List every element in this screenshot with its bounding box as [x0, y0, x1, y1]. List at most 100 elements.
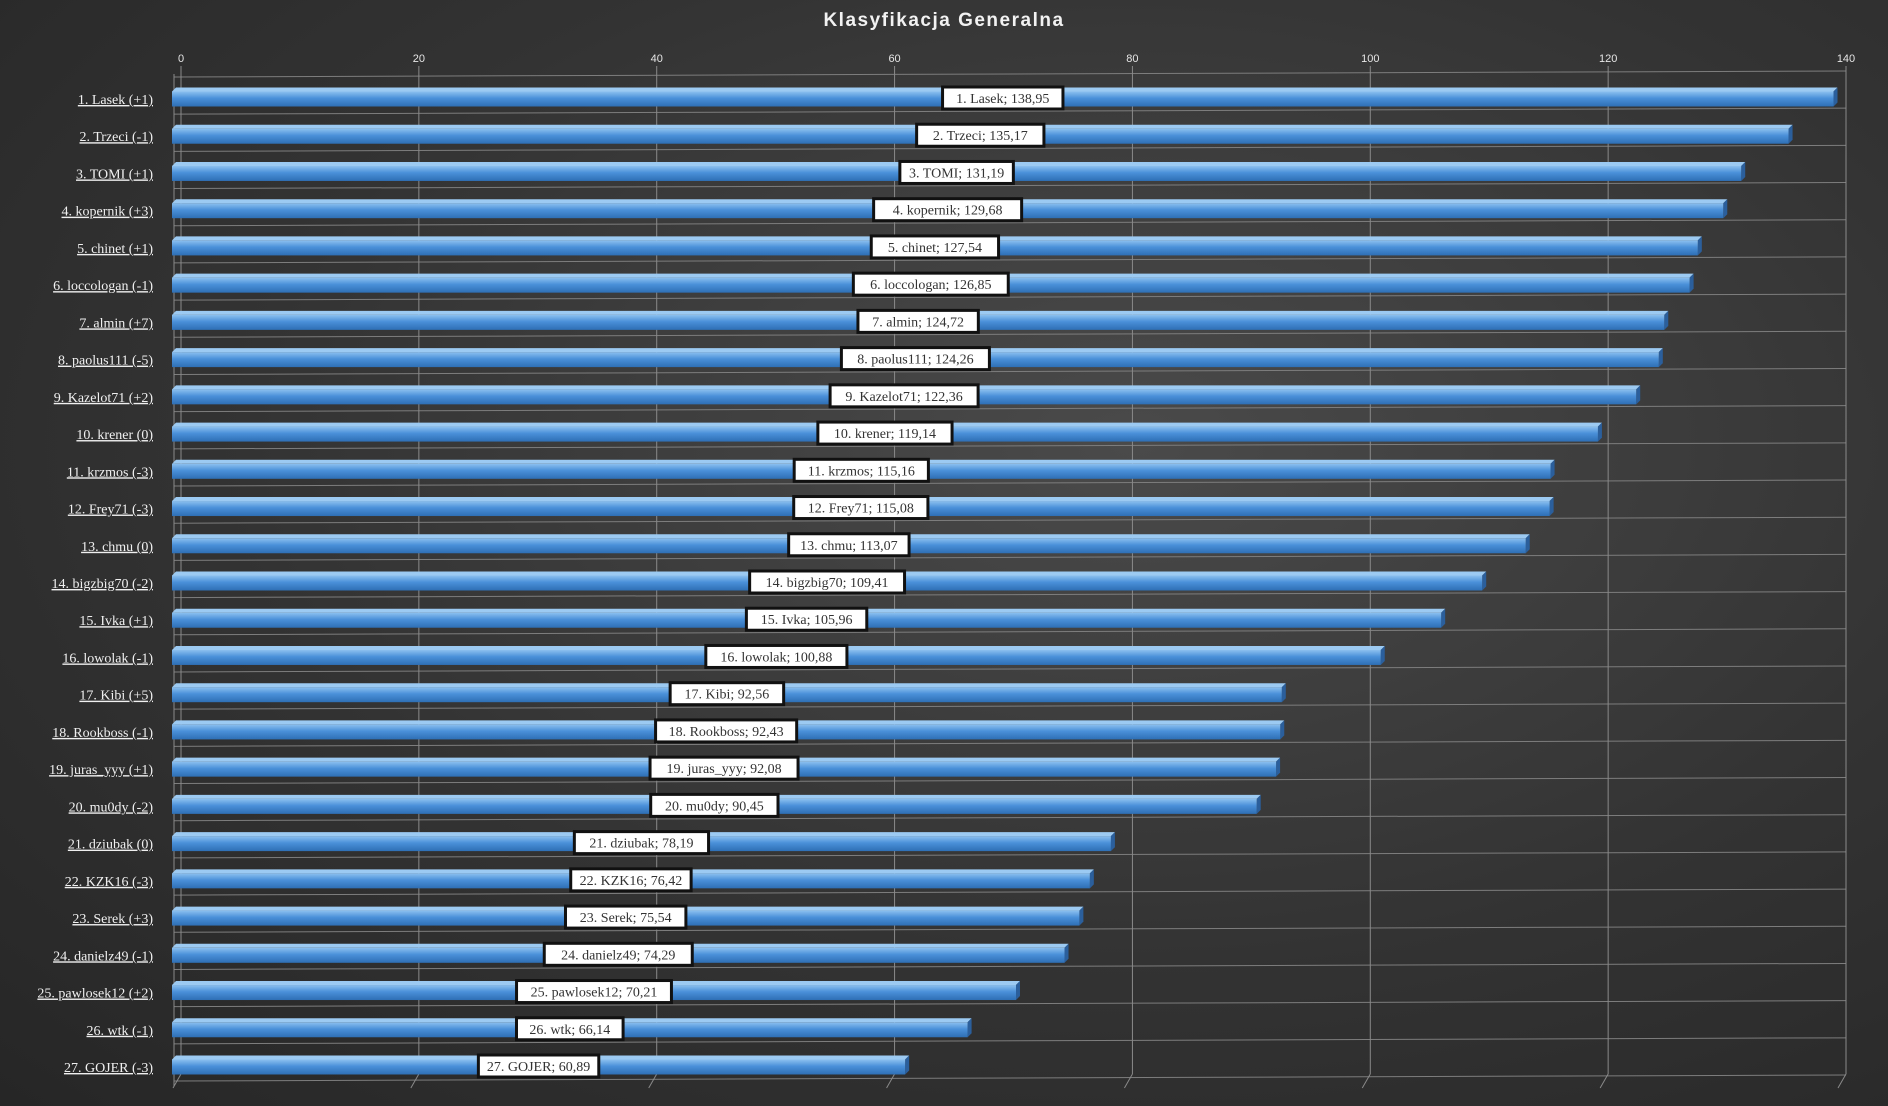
category-label: 13. chmu (0) [81, 540, 153, 555]
data-label-box [856, 308, 980, 334]
x-tick-label: 60 [888, 53, 900, 65]
bar-side-face [1276, 757, 1281, 777]
category-label: 2. Trzeci (-1) [80, 130, 154, 145]
data-label-box [872, 197, 1024, 223]
data-label-box [649, 792, 780, 818]
bar-side-face [1281, 683, 1286, 703]
data-label-box [704, 643, 849, 669]
x-tick-label: 140 [1837, 53, 1855, 65]
category-label: 3. TOMI (+1) [76, 167, 153, 182]
bar-side-face [1550, 459, 1555, 479]
data-label: 27. GOJER; 60,89 [487, 1060, 590, 1075]
row-gridline [173, 702, 1847, 710]
x-gridline-foot [1361, 1073, 1371, 1089]
bar-side-face [1833, 87, 1838, 107]
bar-side-face [1110, 832, 1115, 852]
x-gridline-foot [886, 1073, 896, 1089]
x-tick-label: 0 [178, 53, 184, 65]
bar-side-face [1441, 608, 1446, 628]
category-label: 27. GOJER (-3) [64, 1061, 153, 1076]
category-label: 9. Kazelot71 (+2) [54, 391, 154, 406]
data-label: 24. danielz49; 74,29 [561, 948, 675, 963]
category-label: 5. chinet (+1) [77, 242, 153, 257]
row-gridline [173, 962, 1847, 970]
bar-side-face [1788, 124, 1793, 144]
category-label: 20. mu0dy (-2) [69, 800, 154, 815]
row-gridline [173, 1037, 1847, 1045]
category-label: 7. almin (+7) [79, 316, 153, 331]
category-label: 24. danielz49 (-1) [53, 949, 153, 964]
data-label-box [915, 122, 1046, 148]
bar-side-face [1482, 571, 1487, 591]
bar-side-face [1689, 273, 1694, 293]
row-gridline [173, 70, 1847, 78]
data-label: 16. lowolak; 100,88 [720, 650, 832, 665]
bar-side-face [1064, 943, 1069, 963]
data-label-box [668, 681, 786, 707]
category-label: 19. juras_yyy (+1) [49, 763, 153, 778]
data-label-box [569, 867, 693, 893]
bar-side-face [1525, 534, 1530, 554]
category-label: 26. wtk (-1) [87, 1024, 154, 1039]
data-label-box [515, 979, 673, 1005]
data-label-box [941, 85, 1065, 111]
row-gridline [173, 591, 1847, 599]
data-label-box [654, 718, 799, 744]
data-label: 12. Frey71; 115,08 [808, 502, 914, 517]
data-label-box [869, 234, 1001, 260]
data-label: 7. almin; 124,72 [872, 315, 964, 330]
bar-side-face [1658, 348, 1663, 368]
row-gridline [173, 739, 1847, 747]
data-label: 15. Ivka; 105,96 [761, 613, 853, 628]
row-gridline [173, 777, 1847, 785]
category-label: 25. pawlosek12 (+2) [37, 987, 153, 1002]
data-label: 26. wtk; 66,14 [529, 1023, 610, 1038]
x-gridline-foot [1599, 1073, 1609, 1089]
row-gridline [173, 1074, 1847, 1082]
row-gridline [173, 925, 1847, 933]
row-gridline [173, 219, 1847, 227]
bar-side-face [1723, 199, 1728, 219]
data-label: 9. Kazelot71; 122,36 [845, 390, 962, 405]
category-label: 6. loccologan (-1) [53, 279, 153, 294]
row-gridline [173, 1000, 1847, 1008]
row-gridline [173, 516, 1847, 524]
bar-side-face [1089, 869, 1094, 889]
data-label-box [898, 159, 1015, 185]
row-gridline [173, 665, 1847, 673]
x-gridline-foot [410, 1073, 420, 1089]
data-label-box [792, 457, 930, 483]
data-label: 4. kopernik; 129,68 [893, 204, 1003, 219]
data-label: 11. krzmos; 115,16 [808, 464, 915, 479]
data-label-box [744, 606, 869, 632]
data-label: 5. chinet; 127,54 [888, 241, 982, 256]
row-gridline [173, 405, 1847, 413]
row-gridline [173, 851, 1847, 859]
bar-side-face [1664, 310, 1669, 330]
category-label: 15. Ivka (+1) [79, 614, 153, 629]
bar-side-face [1256, 794, 1261, 814]
data-label-box [828, 383, 980, 409]
data-label: 22. KZK16; 76,42 [580, 874, 683, 889]
data-label-box [648, 755, 800, 781]
data-label: 21. dziubak; 78,19 [589, 837, 693, 852]
row-gridline [173, 553, 1847, 561]
x-tick-label: 120 [1599, 53, 1617, 65]
data-label: 20. mu0dy; 90,45 [665, 799, 764, 814]
category-label: 10. krener (0) [76, 428, 153, 443]
data-label: 25. pawlosek12; 70,21 [531, 986, 658, 1001]
data-label: 3. TOMI; 131,19 [909, 166, 1004, 181]
data-label-box [748, 569, 907, 595]
data-label-box [792, 495, 930, 521]
data-label: 6. loccologan; 126,85 [870, 278, 991, 293]
row-gridline [173, 330, 1847, 338]
row-gridline [173, 814, 1847, 822]
category-label: 17. Kibi (+5) [79, 689, 153, 704]
category-label: 4. kopernik (+3) [62, 205, 154, 220]
data-label-box [839, 346, 991, 372]
bar-side-face [1380, 645, 1385, 665]
data-label: 8. paolus111; 124,26 [857, 353, 973, 368]
data-label: 13. chmu; 113,07 [800, 539, 897, 554]
